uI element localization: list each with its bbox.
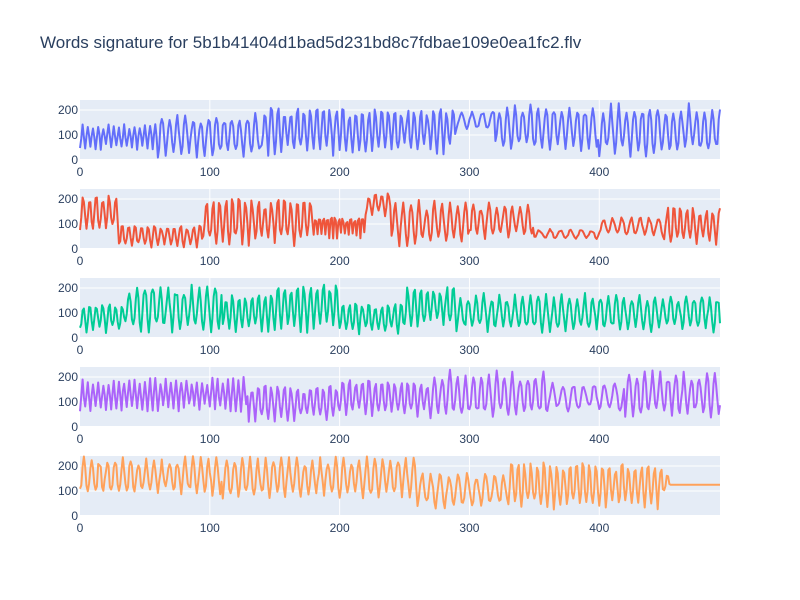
y-tick-label: 200 — [58, 192, 78, 206]
x-tick-label: 300 — [459, 343, 479, 357]
x-tick-label: 400 — [589, 521, 609, 535]
x-tick-label: 300 — [459, 254, 479, 268]
series-line-3 — [79, 283, 721, 336]
x-tick-label: 100 — [200, 432, 220, 446]
x-tick-label: 0 — [77, 165, 84, 179]
y-tick-label: 100 — [58, 217, 78, 231]
y-tick-label: 0 — [71, 509, 78, 523]
x-tick-label: 400 — [589, 165, 609, 179]
x-tick-label: 200 — [330, 432, 350, 446]
x-tick-label: 100 — [200, 343, 220, 357]
x-tick-label: 400 — [589, 343, 609, 357]
subplot-4: 0 100 200 300 400 0 100 200 — [58, 367, 721, 446]
subplot-2: 0 100 200 300 400 0 100 200 — [58, 189, 721, 268]
y-tick-label: 200 — [58, 370, 78, 384]
y-tick-label: 200 — [58, 103, 78, 117]
y-tick-label: 0 — [71, 420, 78, 434]
y-tick-label: 100 — [58, 306, 78, 320]
y-tick-label: 200 — [58, 459, 78, 473]
x-tick-label: 0 — [77, 432, 84, 446]
y-tick-label: 100 — [58, 395, 78, 409]
x-tick-label: 300 — [459, 432, 479, 446]
y-tick-label: 100 — [58, 128, 78, 142]
series-line-4 — [79, 368, 721, 423]
x-tick-label: 100 — [200, 165, 220, 179]
x-tick-label: 200 — [330, 165, 350, 179]
x-tick-label: 300 — [459, 165, 479, 179]
x-tick-label: 200 — [330, 521, 350, 535]
subplot-1: 0 100 200 300 400 0 100 200 — [58, 100, 721, 179]
x-tick-label: 400 — [589, 432, 609, 446]
subplot-5: 0 100 200 300 400 0 100 200 — [58, 455, 720, 535]
y-tick-label: 0 — [71, 331, 78, 345]
y-tick-label: 0 — [71, 153, 78, 167]
y-tick-label: 0 — [71, 242, 78, 256]
series-line-1 — [79, 102, 721, 159]
x-tick-label: 0 — [77, 521, 84, 535]
x-tick-label: 0 — [77, 254, 84, 268]
x-tick-label: 100 — [200, 254, 220, 268]
x-tick-label: 300 — [459, 521, 479, 535]
y-tick-label: 200 — [58, 281, 78, 295]
series-line-5 — [79, 455, 720, 511]
y-tick-label: 100 — [58, 484, 78, 498]
x-tick-label: 200 — [330, 254, 350, 268]
x-tick-label: 0 — [77, 343, 84, 357]
series-line-2 — [79, 192, 721, 249]
x-tick-label: 100 — [200, 521, 220, 535]
subplot-3: 0 100 200 300 400 0 100 200 — [58, 278, 721, 357]
x-tick-label: 400 — [589, 254, 609, 268]
chart-title: Words signature for 5b1b41404d1bad5d231b… — [40, 33, 582, 52]
x-tick-label: 200 — [330, 343, 350, 357]
